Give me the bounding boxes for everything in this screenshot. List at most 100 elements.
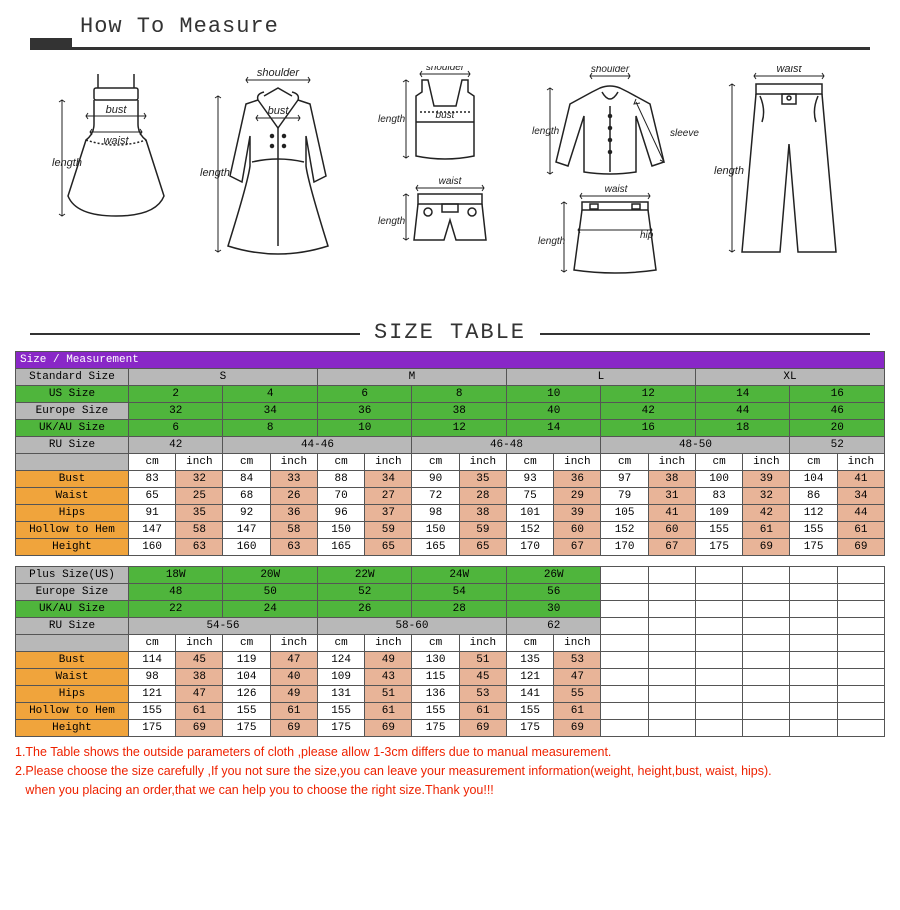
cell: 38 bbox=[459, 505, 506, 522]
cell: 8 bbox=[412, 386, 507, 403]
cell: 48-50 bbox=[601, 437, 790, 454]
cell: 119 bbox=[223, 652, 270, 669]
svg-text:shoulder: shoulder bbox=[591, 66, 630, 75]
cell: 47 bbox=[554, 669, 601, 686]
cell: 160 bbox=[223, 539, 270, 556]
cell: 29 bbox=[554, 488, 601, 505]
cell: 88 bbox=[317, 471, 364, 488]
cell: 84 bbox=[223, 471, 270, 488]
svg-text:hip: hip bbox=[640, 230, 654, 241]
plus-size-table: Plus Size(US)18W20W22W24W26WEurope Size4… bbox=[15, 566, 885, 737]
cell: 115 bbox=[412, 669, 459, 686]
table-row: Europe Size3234363840424446 bbox=[16, 403, 885, 420]
cell: 53 bbox=[554, 652, 601, 669]
row-label: RU Size bbox=[16, 618, 129, 635]
cell: inch bbox=[176, 635, 223, 652]
cell: 14 bbox=[695, 386, 790, 403]
cell: 46-48 bbox=[412, 437, 601, 454]
cell: 63 bbox=[176, 539, 223, 556]
cell: 65 bbox=[459, 539, 506, 556]
cell: inch bbox=[365, 635, 412, 652]
cell: 69 bbox=[176, 720, 223, 737]
cell: 100 bbox=[695, 471, 742, 488]
table-row: Height1756917569175691756917569 bbox=[16, 720, 885, 737]
cell: 63 bbox=[270, 539, 317, 556]
row-label: Height bbox=[16, 720, 129, 737]
cell: 59 bbox=[365, 522, 412, 539]
cell: 175 bbox=[128, 720, 175, 737]
cell: 61 bbox=[743, 522, 790, 539]
cell: 155 bbox=[790, 522, 837, 539]
row-label bbox=[16, 635, 129, 652]
cell: 39 bbox=[554, 505, 601, 522]
cell: 155 bbox=[128, 703, 175, 720]
size-table-title: SIZE TABLE bbox=[360, 320, 540, 345]
cell: 44 bbox=[837, 505, 884, 522]
cell: 30 bbox=[506, 601, 601, 618]
table-row: US Size246810121416 bbox=[16, 386, 885, 403]
cell: 20 bbox=[790, 420, 885, 437]
cell: 109 bbox=[695, 505, 742, 522]
cell: 175 bbox=[506, 720, 553, 737]
cell: 165 bbox=[317, 539, 364, 556]
cell: 35 bbox=[176, 505, 223, 522]
cell: 34 bbox=[223, 403, 318, 420]
table-row: cminchcminchcminchcminchcminch bbox=[16, 635, 885, 652]
note-line: 1.The Table shows the outside parameters… bbox=[15, 743, 885, 762]
cell: 141 bbox=[506, 686, 553, 703]
cell: 34 bbox=[365, 471, 412, 488]
cell: 14 bbox=[506, 420, 601, 437]
table-row: Waist983810440109431154512147 bbox=[16, 669, 885, 686]
cell: 42 bbox=[743, 505, 790, 522]
cell: 69 bbox=[365, 720, 412, 737]
cell: 175 bbox=[223, 720, 270, 737]
cell: 38 bbox=[176, 669, 223, 686]
cell: 38 bbox=[412, 403, 507, 420]
cell: inch bbox=[648, 454, 695, 471]
cell: 44 bbox=[695, 403, 790, 420]
cell: 16 bbox=[790, 386, 885, 403]
cell: 83 bbox=[695, 488, 742, 505]
cell: 69 bbox=[270, 720, 317, 737]
cell: 136 bbox=[412, 686, 459, 703]
cell: 152 bbox=[601, 522, 648, 539]
cell: 48 bbox=[128, 584, 223, 601]
table-row: Standard SizeSMLXL bbox=[16, 369, 885, 386]
measurement-diagrams: bust waist length shoulder bust length bbox=[0, 56, 900, 316]
cell: 20W bbox=[223, 567, 318, 584]
cell: 69 bbox=[459, 720, 506, 737]
svg-text:waist: waist bbox=[776, 66, 802, 75]
cell: 70 bbox=[317, 488, 364, 505]
cell: 112 bbox=[790, 505, 837, 522]
row-label bbox=[16, 454, 129, 471]
svg-text:length: length bbox=[378, 216, 406, 227]
cell: 160 bbox=[128, 539, 175, 556]
cell: cm bbox=[317, 635, 364, 652]
cell: 51 bbox=[459, 652, 506, 669]
blouse-skirt-diagram: shoulder length sleeve waist hip length bbox=[532, 66, 702, 316]
cell: 92 bbox=[223, 505, 270, 522]
cell: 60 bbox=[648, 522, 695, 539]
cell: 12 bbox=[412, 420, 507, 437]
cell: 91 bbox=[128, 505, 175, 522]
cell: inch bbox=[176, 454, 223, 471]
cell: 104 bbox=[223, 669, 270, 686]
cell: 37 bbox=[365, 505, 412, 522]
cell: 49 bbox=[365, 652, 412, 669]
table-row: UK/AU Size68101214161820 bbox=[16, 420, 885, 437]
cell: 61 bbox=[176, 703, 223, 720]
cell: 101 bbox=[506, 505, 553, 522]
row-label: Height bbox=[16, 539, 129, 556]
cell: 4 bbox=[223, 386, 318, 403]
cell: 43 bbox=[365, 669, 412, 686]
cell: 39 bbox=[743, 471, 790, 488]
cell: 40 bbox=[270, 669, 317, 686]
cell: 31 bbox=[648, 488, 695, 505]
cell: 6 bbox=[128, 420, 223, 437]
cell: 6 bbox=[317, 386, 412, 403]
cell: 165 bbox=[412, 539, 459, 556]
cell: 26W bbox=[506, 567, 601, 584]
cell: 52 bbox=[790, 437, 885, 454]
cell: 67 bbox=[648, 539, 695, 556]
cell: 45 bbox=[459, 669, 506, 686]
